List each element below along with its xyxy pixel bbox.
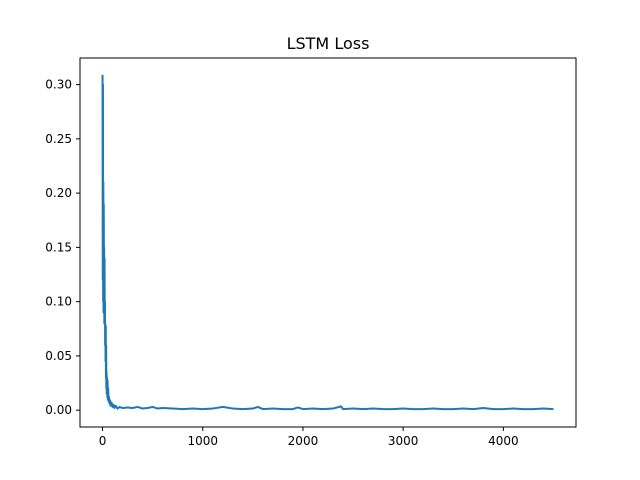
chart-title: LSTM Loss — [287, 34, 370, 53]
y-tick-label: 0.15 — [45, 240, 72, 254]
axes-frame — [79, 57, 577, 428]
y-tick-label: 0.05 — [45, 349, 72, 363]
loss-series-line — [101, 74, 554, 411]
plot-area — [101, 74, 554, 411]
y-tick-label: 0.30 — [45, 78, 72, 92]
y-tick-label: 0.00 — [45, 403, 72, 417]
x-tick-label: 3000 — [388, 434, 419, 448]
x-tick-label: 1000 — [187, 434, 218, 448]
y-axis: 0.00 0.05 0.10 0.15 0.20 0.25 0.30 — [45, 78, 80, 417]
y-tick-label: 0.10 — [45, 295, 72, 309]
x-tick-label: 0 — [99, 434, 107, 448]
x-tick-label: 4000 — [488, 434, 519, 448]
y-tick-label: 0.25 — [45, 132, 72, 146]
y-tick-label: 0.20 — [45, 186, 72, 200]
x-tick-label: 2000 — [288, 434, 319, 448]
x-axis: 0 1000 2000 3000 4000 — [99, 427, 519, 448]
